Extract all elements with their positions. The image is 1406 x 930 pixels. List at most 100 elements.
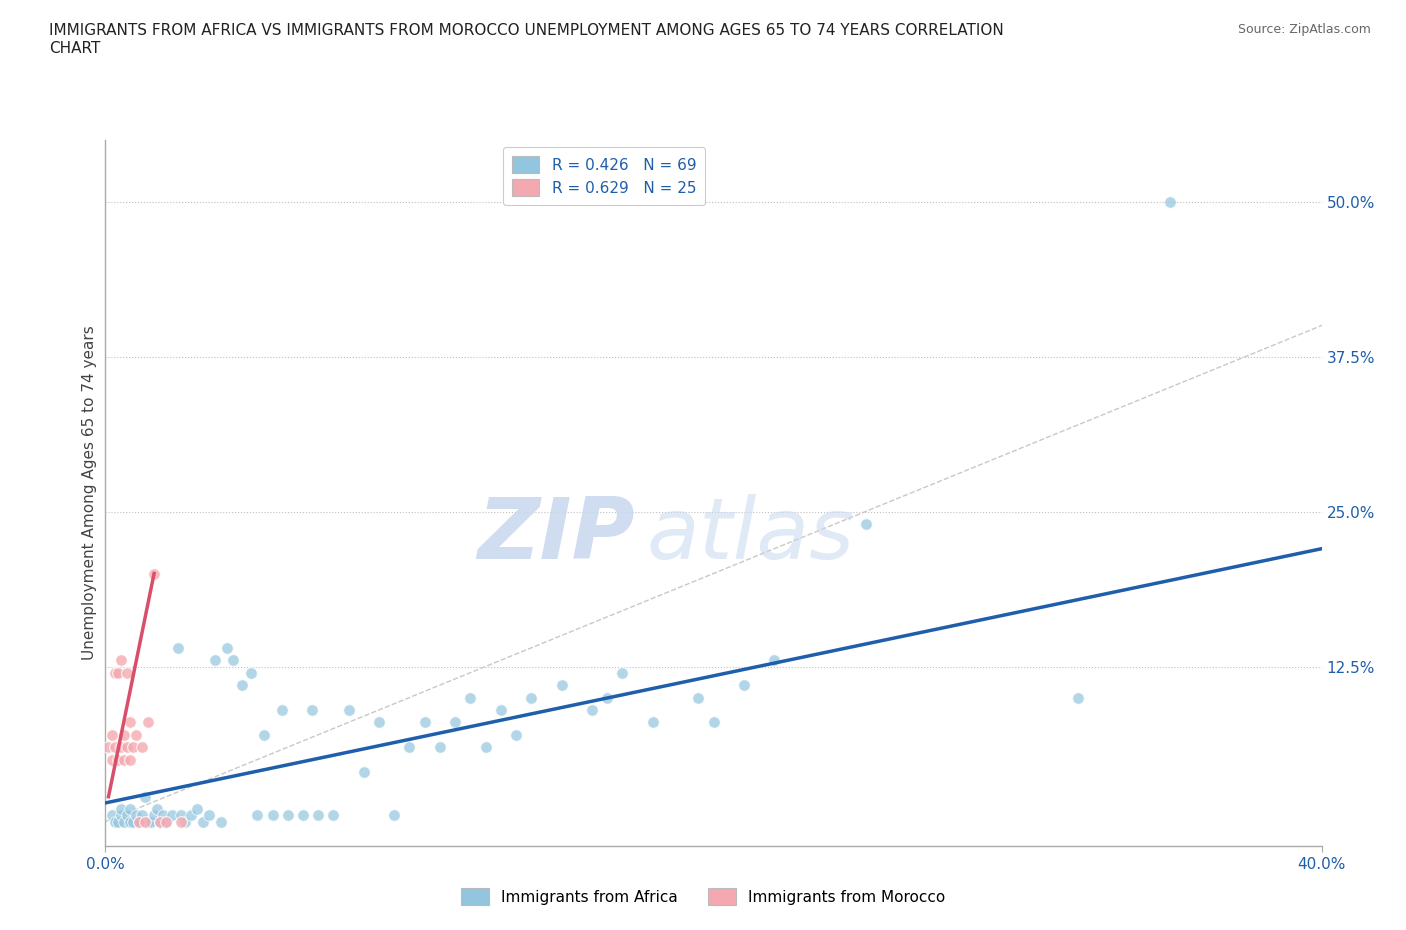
Y-axis label: Unemployment Among Ages 65 to 74 years: Unemployment Among Ages 65 to 74 years <box>82 326 97 660</box>
Point <box>112 814 135 829</box>
Point <box>209 814 232 829</box>
Point <box>152 808 174 823</box>
Point <box>107 814 129 829</box>
Point <box>550 678 572 693</box>
Point <box>125 808 148 823</box>
Point <box>855 516 877 531</box>
Point <box>128 814 150 829</box>
Point <box>118 802 141 817</box>
Point <box>118 752 141 767</box>
Point <box>581 702 603 717</box>
Point <box>143 566 166 581</box>
Point <box>112 727 135 742</box>
Point <box>398 739 420 754</box>
Point <box>368 715 391 730</box>
Point <box>162 808 184 823</box>
Point <box>107 752 129 767</box>
Point <box>596 690 619 705</box>
Point <box>118 814 141 829</box>
Point <box>146 802 169 817</box>
Point <box>641 715 664 730</box>
Point <box>191 814 214 829</box>
Point <box>107 665 129 680</box>
Point <box>353 764 375 779</box>
Point <box>125 727 148 742</box>
Point <box>217 641 239 656</box>
Point <box>688 690 710 705</box>
Point <box>612 665 634 680</box>
Point <box>103 739 125 754</box>
Point <box>134 790 156 804</box>
Point <box>763 653 786 668</box>
Point <box>458 690 481 705</box>
Point <box>429 739 451 754</box>
Point <box>143 808 166 823</box>
Point <box>240 665 263 680</box>
Point <box>231 678 253 693</box>
Point <box>103 665 125 680</box>
Point <box>204 653 226 668</box>
Point <box>121 814 143 829</box>
Point <box>246 808 269 823</box>
Point <box>270 702 292 717</box>
Point <box>103 814 125 829</box>
Point <box>100 808 122 823</box>
Legend: R = 0.426   N = 69, R = 0.629   N = 25: R = 0.426 N = 69, R = 0.629 N = 25 <box>503 147 706 205</box>
Point <box>262 808 284 823</box>
Point <box>118 715 141 730</box>
Point <box>301 702 323 717</box>
Point <box>136 715 159 730</box>
Point <box>489 702 512 717</box>
Point <box>520 690 543 705</box>
Point <box>134 814 156 829</box>
Point <box>139 814 162 829</box>
Point <box>110 802 132 817</box>
Point <box>128 814 150 829</box>
Point <box>222 653 245 668</box>
Point <box>155 814 177 829</box>
Point <box>1159 194 1181 209</box>
Point <box>277 808 299 823</box>
Point <box>149 814 172 829</box>
Point <box>170 808 193 823</box>
Point <box>252 727 274 742</box>
Point <box>292 808 315 823</box>
Point <box>131 739 153 754</box>
Point <box>100 752 122 767</box>
Point <box>307 808 329 823</box>
Point <box>110 653 132 668</box>
Point <box>110 808 132 823</box>
Point <box>100 727 122 742</box>
Point <box>136 814 159 829</box>
Text: IMMIGRANTS FROM AFRICA VS IMMIGRANTS FROM MOROCCO UNEMPLOYMENT AMONG AGES 65 TO : IMMIGRANTS FROM AFRICA VS IMMIGRANTS FRO… <box>49 23 1004 56</box>
Point <box>186 802 208 817</box>
Point <box>337 702 360 717</box>
Point <box>170 814 193 829</box>
Point <box>1067 690 1090 705</box>
Point <box>702 715 725 730</box>
Text: atlas: atlas <box>647 494 855 577</box>
Text: ZIP: ZIP <box>477 494 634 577</box>
Point <box>97 739 120 754</box>
Point <box>382 808 405 823</box>
Point <box>149 814 172 829</box>
Point <box>180 808 202 823</box>
Point <box>733 678 755 693</box>
Point <box>112 752 135 767</box>
Point <box>444 715 467 730</box>
Point <box>115 808 138 823</box>
Point <box>115 665 138 680</box>
Point <box>474 739 496 754</box>
Point <box>198 808 221 823</box>
Legend: Immigrants from Africa, Immigrants from Morocco: Immigrants from Africa, Immigrants from … <box>456 883 950 911</box>
Point <box>505 727 527 742</box>
Point <box>173 814 195 829</box>
Point <box>115 739 138 754</box>
Point <box>121 739 143 754</box>
Point <box>155 814 177 829</box>
Point <box>131 808 153 823</box>
Text: Source: ZipAtlas.com: Source: ZipAtlas.com <box>1237 23 1371 36</box>
Point <box>322 808 344 823</box>
Point <box>167 641 190 656</box>
Point <box>413 715 436 730</box>
